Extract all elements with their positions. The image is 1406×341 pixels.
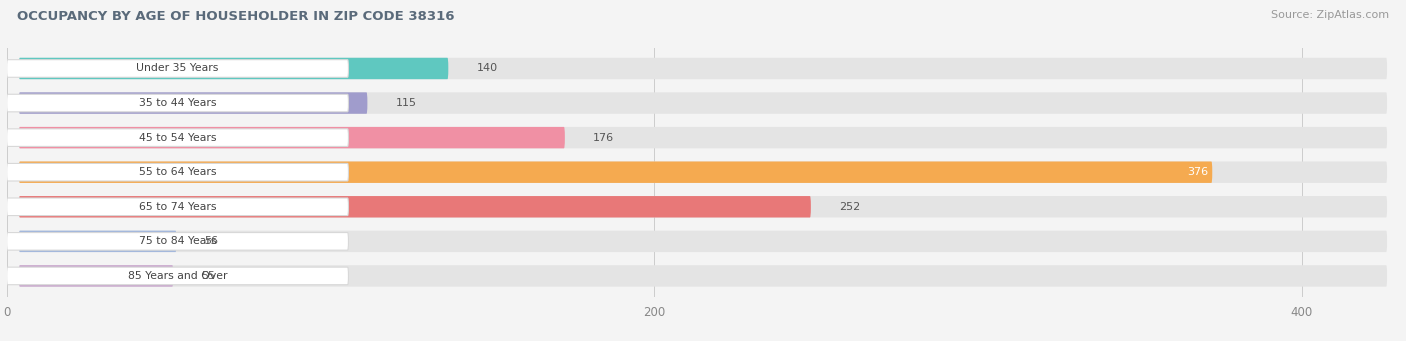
FancyBboxPatch shape <box>18 265 1388 287</box>
Text: 252: 252 <box>839 202 860 212</box>
FancyBboxPatch shape <box>18 162 1212 183</box>
FancyBboxPatch shape <box>7 129 349 146</box>
FancyBboxPatch shape <box>7 267 349 285</box>
FancyBboxPatch shape <box>18 162 1388 183</box>
Text: Source: ZipAtlas.com: Source: ZipAtlas.com <box>1271 10 1389 20</box>
FancyBboxPatch shape <box>7 198 349 216</box>
Text: 45 to 54 Years: 45 to 54 Years <box>139 133 217 143</box>
Text: 75 to 84 Years: 75 to 84 Years <box>139 236 217 246</box>
FancyBboxPatch shape <box>7 163 349 181</box>
Text: 65 to 74 Years: 65 to 74 Years <box>139 202 217 212</box>
FancyBboxPatch shape <box>18 196 811 218</box>
Text: 176: 176 <box>593 133 614 143</box>
Text: 115: 115 <box>395 98 416 108</box>
FancyBboxPatch shape <box>18 231 176 252</box>
FancyBboxPatch shape <box>18 58 1388 79</box>
FancyBboxPatch shape <box>18 231 1388 252</box>
FancyBboxPatch shape <box>18 92 1388 114</box>
Text: 55 to 64 Years: 55 to 64 Years <box>139 167 217 177</box>
Text: 85 Years and Over: 85 Years and Over <box>128 271 228 281</box>
FancyBboxPatch shape <box>7 233 349 250</box>
FancyBboxPatch shape <box>18 58 449 79</box>
Text: 55: 55 <box>201 271 215 281</box>
Text: 56: 56 <box>204 236 218 246</box>
FancyBboxPatch shape <box>18 196 1388 218</box>
FancyBboxPatch shape <box>7 60 349 77</box>
Text: OCCUPANCY BY AGE OF HOUSEHOLDER IN ZIP CODE 38316: OCCUPANCY BY AGE OF HOUSEHOLDER IN ZIP C… <box>17 10 454 23</box>
Text: 376: 376 <box>1187 167 1208 177</box>
Text: Under 35 Years: Under 35 Years <box>136 63 219 73</box>
FancyBboxPatch shape <box>18 127 565 148</box>
FancyBboxPatch shape <box>18 265 173 287</box>
FancyBboxPatch shape <box>18 127 1388 148</box>
Text: 140: 140 <box>477 63 498 73</box>
Text: 35 to 44 Years: 35 to 44 Years <box>139 98 217 108</box>
FancyBboxPatch shape <box>7 94 349 112</box>
FancyBboxPatch shape <box>18 92 367 114</box>
